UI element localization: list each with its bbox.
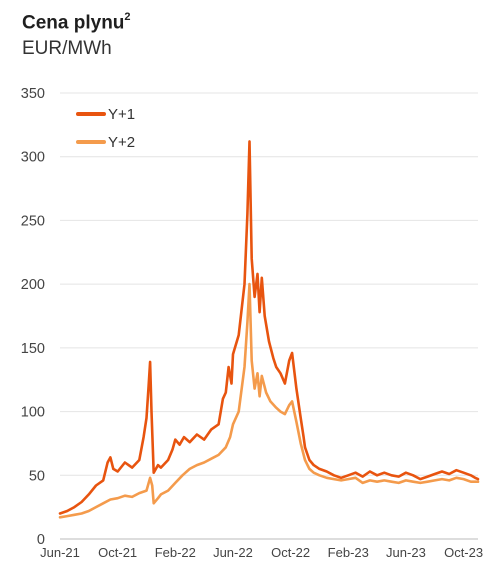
series-line-y1 <box>58 140 480 515</box>
x-tick-label: Feb-23 <box>328 545 369 560</box>
x-tick-label: Jun-23 <box>386 545 426 560</box>
x-tick-label: Oct-23 <box>444 545 483 560</box>
y-tick-label: 200 <box>21 277 45 293</box>
chart-title: Cena plynu2 <box>22 11 131 34</box>
x-tick-label: Oct-22 <box>271 545 310 560</box>
title-superscript: 2 <box>124 11 131 23</box>
x-tick-label: Oct-21 <box>98 545 137 560</box>
y-tick-label: 150 <box>21 341 45 357</box>
series-line-y2 <box>58 282 480 519</box>
x-axis-ticks: Jun-21 Oct-21 Feb-22 Jun-22 Oct-22 Feb-23 Jun-… <box>40 545 483 560</box>
x-tick-label: Jun-21 <box>40 545 80 560</box>
y-axis-ticks: 0 50 100 150 200 250 300 350 <box>21 86 45 548</box>
y-tick-label: 0 <box>37 532 45 548</box>
grid-lines <box>60 92 478 540</box>
chart-subtitle: EUR/MWh <box>22 38 112 59</box>
y-tick-label: 100 <box>21 405 45 421</box>
y-tick-label: 250 <box>21 213 45 229</box>
y-tick-label: 350 <box>21 86 45 102</box>
legend-label: Y+2 <box>108 134 135 151</box>
x-tick-label: Jun-22 <box>213 545 253 560</box>
legend-label: Y+1 <box>108 106 135 123</box>
legend: Y+1 Y+2 <box>76 106 135 151</box>
y-tick-label: 300 <box>21 150 45 166</box>
series-lines <box>58 140 480 519</box>
x-tick-label: Feb-22 <box>155 545 196 560</box>
y-tick-label: 50 <box>29 468 45 484</box>
